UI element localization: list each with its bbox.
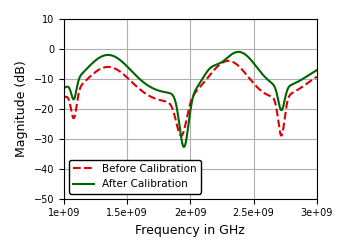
- After Calibration: [90, 61, 95, 65]
- Before Calibration: [226, 59, 230, 62]
- Before Calibration: [159, 99, 163, 102]
- Before Calibration: [179, 134, 183, 137]
- After Calibration: [315, 69, 319, 72]
- After Calibration: [283, 98, 287, 101]
- After Calibration: [310, 72, 314, 75]
- Line: After Calibration: After Calibration: [64, 52, 317, 147]
- X-axis label: Frequency in GHz: Frequency in GHz: [135, 224, 245, 237]
- Before Calibration: [310, 78, 314, 81]
- After Calibration: [62, 86, 66, 89]
- After Calibration: [105, 53, 110, 56]
- Legend: Before Calibration, After Calibration: Before Calibration, After Calibration: [69, 160, 201, 194]
- Before Calibration: [105, 66, 110, 69]
- Before Calibration: [283, 116, 287, 119]
- Before Calibration: [62, 96, 66, 99]
- Before Calibration: [315, 75, 319, 78]
- Y-axis label: Magnitude (dB): Magnitude (dB): [15, 60, 28, 157]
- After Calibration: [170, 93, 174, 96]
- Line: Before Calibration: Before Calibration: [64, 61, 317, 136]
- After Calibration: [182, 145, 186, 148]
- After Calibration: [236, 50, 240, 53]
- Before Calibration: [90, 73, 95, 76]
- Before Calibration: [170, 106, 174, 109]
- After Calibration: [159, 90, 163, 93]
